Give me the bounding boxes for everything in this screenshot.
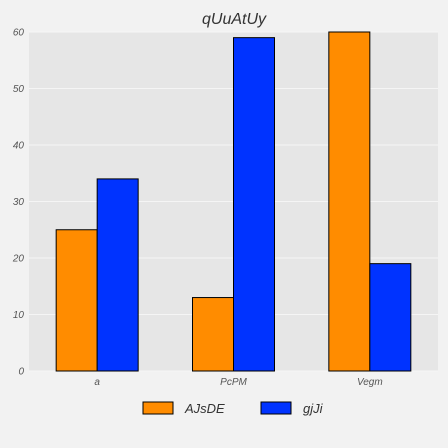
x-tick-label: a xyxy=(94,377,100,388)
y-tick-label: 0 xyxy=(18,367,24,378)
legend: AJsDE gjJi xyxy=(142,401,324,416)
bar-AJsDE-PcPM xyxy=(192,297,234,372)
legend-label: AJsDE xyxy=(184,401,225,416)
bar-gjJi-PcPM xyxy=(233,37,275,372)
y-tick-label: 10 xyxy=(13,310,25,321)
legend-label: gjJi xyxy=(303,401,324,416)
y-axis: 0 10 20 30 40 50 60 xyxy=(12,28,25,378)
bar-gjJi-a xyxy=(96,178,139,372)
bars xyxy=(55,31,412,372)
y-tick-label: 40 xyxy=(13,141,25,152)
x-tick-label: PcPM xyxy=(220,377,247,388)
legend-swatch-gjJi xyxy=(260,401,292,415)
y-tick-label: 30 xyxy=(13,197,25,208)
legend-swatch-AJsDE xyxy=(142,401,174,415)
bar-AJsDE-a xyxy=(55,229,98,372)
bar-gjJi-Vegm xyxy=(369,263,412,372)
x-axis: a PcPM Vegm xyxy=(94,377,382,388)
y-tick-label: 20 xyxy=(12,254,25,265)
y-tick-label: 50 xyxy=(13,84,25,95)
bar-AJsDE-Vegm xyxy=(328,31,371,372)
x-tick-label: Vegm xyxy=(357,377,383,388)
chart-title: qUuAtUy xyxy=(202,11,267,28)
y-tick-label: 60 xyxy=(13,28,25,39)
